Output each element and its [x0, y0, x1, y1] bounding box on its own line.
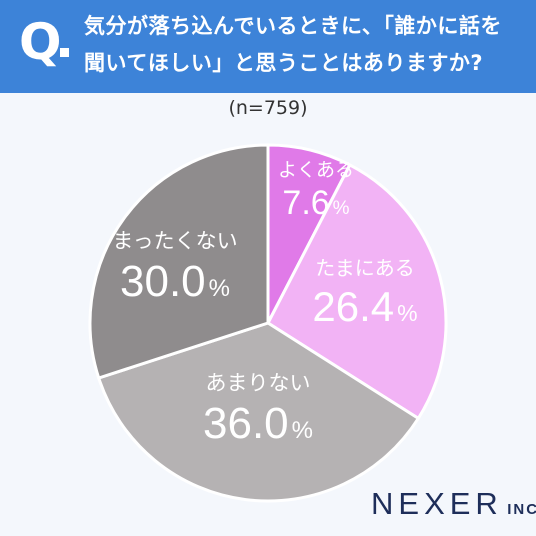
logo-main: NEXER — [371, 486, 503, 521]
slice-label-4: まったくない — [112, 229, 237, 253]
question-mark-label: Q — [19, 13, 62, 71]
slice-label-3: あまりない — [206, 371, 311, 395]
question-text: 気分が落ち込んでいるときに、「誰かに話を 聞いてほしい」と思うことはありますか? — [84, 8, 524, 82]
slice-value-3: 36.0% — [203, 399, 313, 448]
slice-label-2: たまにある — [315, 256, 414, 280]
pie-slice-3 — [96, 321, 421, 503]
logo-suffix: INC. — [507, 501, 536, 518]
question-line-2: 聞いてほしい」と思うことはありますか? — [84, 51, 484, 75]
slice-value-4: 30.0% — [120, 257, 230, 306]
question-header: Q 気分が落ち込んでいるときに、「誰かに話を 聞いてほしい」と思うことはあります… — [0, 0, 536, 93]
nexer-logo: NEXER INC. — [371, 486, 536, 522]
pie-slice-4 — [88, 143, 270, 380]
pie-slice-2 — [266, 162, 448, 421]
question-line-1: 気分が落ち込んでいるときに、「誰かに話を — [84, 14, 502, 38]
slice-value-1: 7.6% — [282, 184, 349, 222]
slice-label-1: よくある — [278, 159, 354, 181]
slice-value-2: 26.4% — [312, 283, 417, 330]
question-mark-dot — [60, 48, 69, 57]
sample-size: (n=759) — [228, 97, 308, 119]
